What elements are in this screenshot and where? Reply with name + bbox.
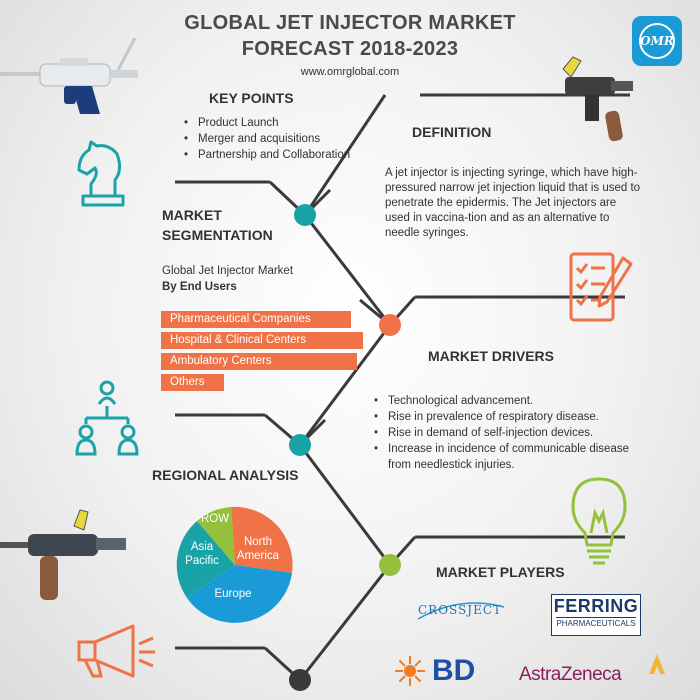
segmentation-heading-line-2: SEGMENTATION [162,227,273,243]
key-point-item: Partnership and Collaboration [182,147,352,163]
definition-heading: DEFINITION [412,124,492,140]
node-orange [379,314,401,336]
org-chart-icon [75,380,139,456]
bd-starburst-icon [395,656,425,686]
bd-logo: BD [394,653,484,689]
bd-text: BD [432,654,476,687]
logo-text: OMR [639,23,675,59]
key-point-item: Merger and acquisitions [182,131,352,147]
crossject-text: CROSSJECT [418,603,503,617]
key-points-heading: KEY POINTS [209,90,294,106]
segment-tag: Ambulatory Centers [161,353,357,370]
ferring-logo: FERRING PHARMACEUTICALS [551,594,641,636]
astrazeneca-logo: AstraZeneca [519,654,679,692]
node-teal-1 [294,204,316,226]
title-line-1: GLOBAL JET INJECTOR MARKET [184,12,516,34]
omr-logo: OMR [632,16,682,66]
segment-tag: Hospital & Clinical Centers [161,332,363,349]
segment-tag: Pharmaceutical Companies [161,311,351,328]
chess-knight-icon [77,140,125,207]
pie-slice-row [197,507,235,565]
segmentation-heading: MARKET SEGMENTATION [162,205,273,245]
jet-injector-gun-image [0,37,138,114]
pie-label-row: ROW [200,513,230,525]
checklist-pencil-icon [569,252,633,322]
pie-slice-north-america [231,506,293,573]
website-url[interactable]: www.omrglobal.com [300,66,400,78]
page-title: GLOBAL JET INJECTOR MARKET FORECAST 2018… [150,10,550,62]
segmentation-heading-line-1: MARKET [162,207,222,223]
jet-injector-gun-image-2 [562,56,633,142]
players-heading: MARKET PLAYERS [436,564,565,580]
node-teal-2 [289,434,311,456]
pie-label-asia-pacific: Asia Pacific [185,541,219,567]
ferring-text: FERRING [553,596,639,616]
drivers-heading: MARKET DRIVERS [428,348,555,364]
segmentation-by: By End Users [162,281,237,293]
segmentation-subtitle: Global Jet Injector Market [162,265,294,277]
key-point-item: Product Launch [182,115,352,131]
title-line-2: FORECAST 2018-2023 [241,38,459,60]
driver-item: Rise in prevalence of respiratory diseas… [372,409,642,425]
lightbulb-icon [571,477,627,565]
drivers-list: Technological advancement. Rise in preva… [372,393,642,473]
node-green [379,554,401,576]
pie-slice-asia-pacific [176,521,235,598]
astrazeneca-symbol-icon [649,654,665,674]
pie-label-north-america: North America [236,536,280,562]
pie-slice-europe [187,565,292,623]
segment-tag: Others [161,374,224,391]
driver-item: Technological advancement. [372,393,642,409]
driver-item: Increase in incidence of communicable di… [372,441,642,473]
astrazeneca-text: AstraZeneca [519,664,622,685]
pie-label-europe: Europe [214,588,252,600]
definition-text: A jet injector is injecting syringe, whi… [385,167,641,239]
megaphone-icon [77,624,155,678]
ferring-subtext: PHARMACEUTICALS [556,617,636,628]
regional-pie-chart [176,506,293,623]
jet-injector-gun-image-3 [0,509,126,600]
crossject-logo: CROSSJECT [417,602,508,620]
driver-item: Rise in demand of self-injection devices… [372,425,642,441]
key-points-list: Product Launch Merger and acquisitions P… [182,115,352,163]
regional-heading: REGIONAL ANALYSIS [152,467,299,483]
node-dark [289,669,311,691]
